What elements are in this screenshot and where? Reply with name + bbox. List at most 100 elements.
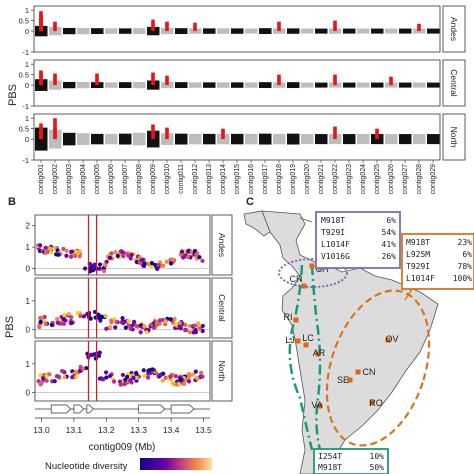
site-marker-ar xyxy=(315,351,321,357)
panel-b-point xyxy=(39,380,44,385)
panel-b-point xyxy=(48,246,53,251)
panel-b-point xyxy=(173,374,179,379)
mutation-name: V1016G xyxy=(321,252,350,261)
panel-b-point xyxy=(118,382,123,387)
panel-b-point xyxy=(186,372,192,377)
panel-a-xtick-label: contig005 xyxy=(94,164,101,194)
mutation-frequency: 26% xyxy=(382,252,397,261)
panel-b-point xyxy=(200,374,205,379)
panel-a-band-contig006 xyxy=(105,133,118,145)
panel-a-band-contig025 xyxy=(371,28,384,34)
panel-a-ytick-label: 0 xyxy=(25,27,29,36)
panel-b-point xyxy=(183,377,188,383)
panel-b-point xyxy=(101,377,106,382)
panel-b-point xyxy=(68,254,74,259)
panel-b-point xyxy=(138,323,143,328)
site-label-va: VA xyxy=(311,400,322,410)
panel-a-band-contig003 xyxy=(63,81,76,89)
panel-b-point xyxy=(75,310,80,315)
panel-b-point xyxy=(81,314,87,319)
panel-a-band-contig008 xyxy=(133,28,146,35)
panel-b-point xyxy=(199,370,204,375)
panel-a-xtick-label: contig023 xyxy=(346,164,353,194)
panel-b-point xyxy=(93,356,98,361)
panel-b-point xyxy=(168,317,173,322)
panel-a-band-contig025 xyxy=(371,82,384,88)
panel-b-point xyxy=(60,368,65,374)
panel-a-outlier-point xyxy=(165,21,169,32)
panel-b-point xyxy=(111,379,117,384)
panel-a-band-contig013 xyxy=(203,82,216,88)
panel-a-band-contig016 xyxy=(245,133,258,145)
site-label-cn: CN xyxy=(363,367,376,377)
panel-a-band-contig005 xyxy=(91,133,104,145)
panel-b-xtick-label: 13.4 xyxy=(163,425,180,435)
site-marker-ch xyxy=(309,263,315,269)
panel-b-point xyxy=(149,261,155,266)
panel-a-outlier-point xyxy=(151,72,155,86)
panel-b-point xyxy=(144,330,149,335)
panel-a-outlier-point xyxy=(95,73,99,86)
panel-b-point xyxy=(182,381,187,387)
panel-a-outlier-point xyxy=(277,21,281,32)
panel-b-point xyxy=(192,323,197,328)
panel-b-point xyxy=(92,262,97,267)
panel-a-xtick-label: contig016 xyxy=(248,164,255,194)
range-central-ellipse xyxy=(325,289,431,447)
panel-b-point xyxy=(77,254,82,259)
panel-b-point xyxy=(134,375,139,380)
panel-b-ytick-label: 1 xyxy=(26,297,31,306)
panel-b-xtick-label: 13.3 xyxy=(130,425,147,435)
panel-b-point xyxy=(196,321,201,326)
panel-a-xtick-label: contig014 xyxy=(220,164,227,194)
panel-b-ytick-label: 1 xyxy=(26,360,31,369)
panel-b-point xyxy=(52,379,57,384)
panel-b-point xyxy=(154,322,159,327)
panel-a-band-contig023 xyxy=(343,28,356,34)
panel-a: PBS -100.51Andes-100.51Central-100.51Nor… xyxy=(7,5,466,194)
site-marker-lj xyxy=(295,338,301,344)
panel-b-point xyxy=(186,379,192,384)
panel-a-band-contig004 xyxy=(77,81,90,89)
panel-a-band-contig023 xyxy=(343,82,356,88)
panel-a-band-contig003 xyxy=(63,27,76,35)
box-andes-mutations xyxy=(313,448,389,474)
panel-b-point xyxy=(43,245,48,250)
mutation-name: L925M xyxy=(406,250,430,259)
panel-b-point xyxy=(138,330,143,335)
panel-b-point xyxy=(168,261,174,266)
panel-b-point xyxy=(96,312,101,317)
panel-a-band-contig005 xyxy=(91,28,104,35)
mutation-name: T929I xyxy=(406,262,430,271)
panel-a-xtick-label: contig017 xyxy=(262,164,269,194)
panel-b-point xyxy=(55,316,60,322)
panel-a-band-contig020 xyxy=(301,82,314,88)
panel-a-outlier-point xyxy=(39,127,43,140)
panel-b-point xyxy=(141,368,146,373)
panel-a-band-contig006 xyxy=(105,28,118,34)
panel-b-point xyxy=(74,369,79,374)
site-label-lc: LC xyxy=(302,333,314,343)
panel-b-point xyxy=(69,249,74,254)
panel-b-point xyxy=(194,375,199,380)
panel-b-point xyxy=(74,374,79,379)
panel-b-point xyxy=(114,319,119,325)
panel-b-point xyxy=(200,258,205,264)
panel-a-band-contig021 xyxy=(315,134,328,145)
panel-a-outlier-point xyxy=(193,22,197,32)
panel-b-point xyxy=(108,373,113,379)
legend-title: Nucleotide diversity xyxy=(45,461,128,472)
panel-a-band-contig008 xyxy=(133,132,146,146)
site-marker-se xyxy=(347,377,353,383)
panel-b-point xyxy=(120,316,125,321)
panel-a-band-contig023 xyxy=(343,134,356,145)
panel-b-point xyxy=(47,372,52,377)
panel-a-facet-andes: -1 00.5 1 Andes xyxy=(19,5,466,57)
panel-a-band-contig021 xyxy=(315,82,328,88)
panel-b-point xyxy=(101,268,107,274)
panel-b-point xyxy=(120,250,125,255)
panel-b-point xyxy=(161,263,166,268)
panel-a-band-contig011 xyxy=(175,82,188,89)
site-marker-cn xyxy=(355,369,361,375)
site-label-ro: RO xyxy=(369,398,383,408)
